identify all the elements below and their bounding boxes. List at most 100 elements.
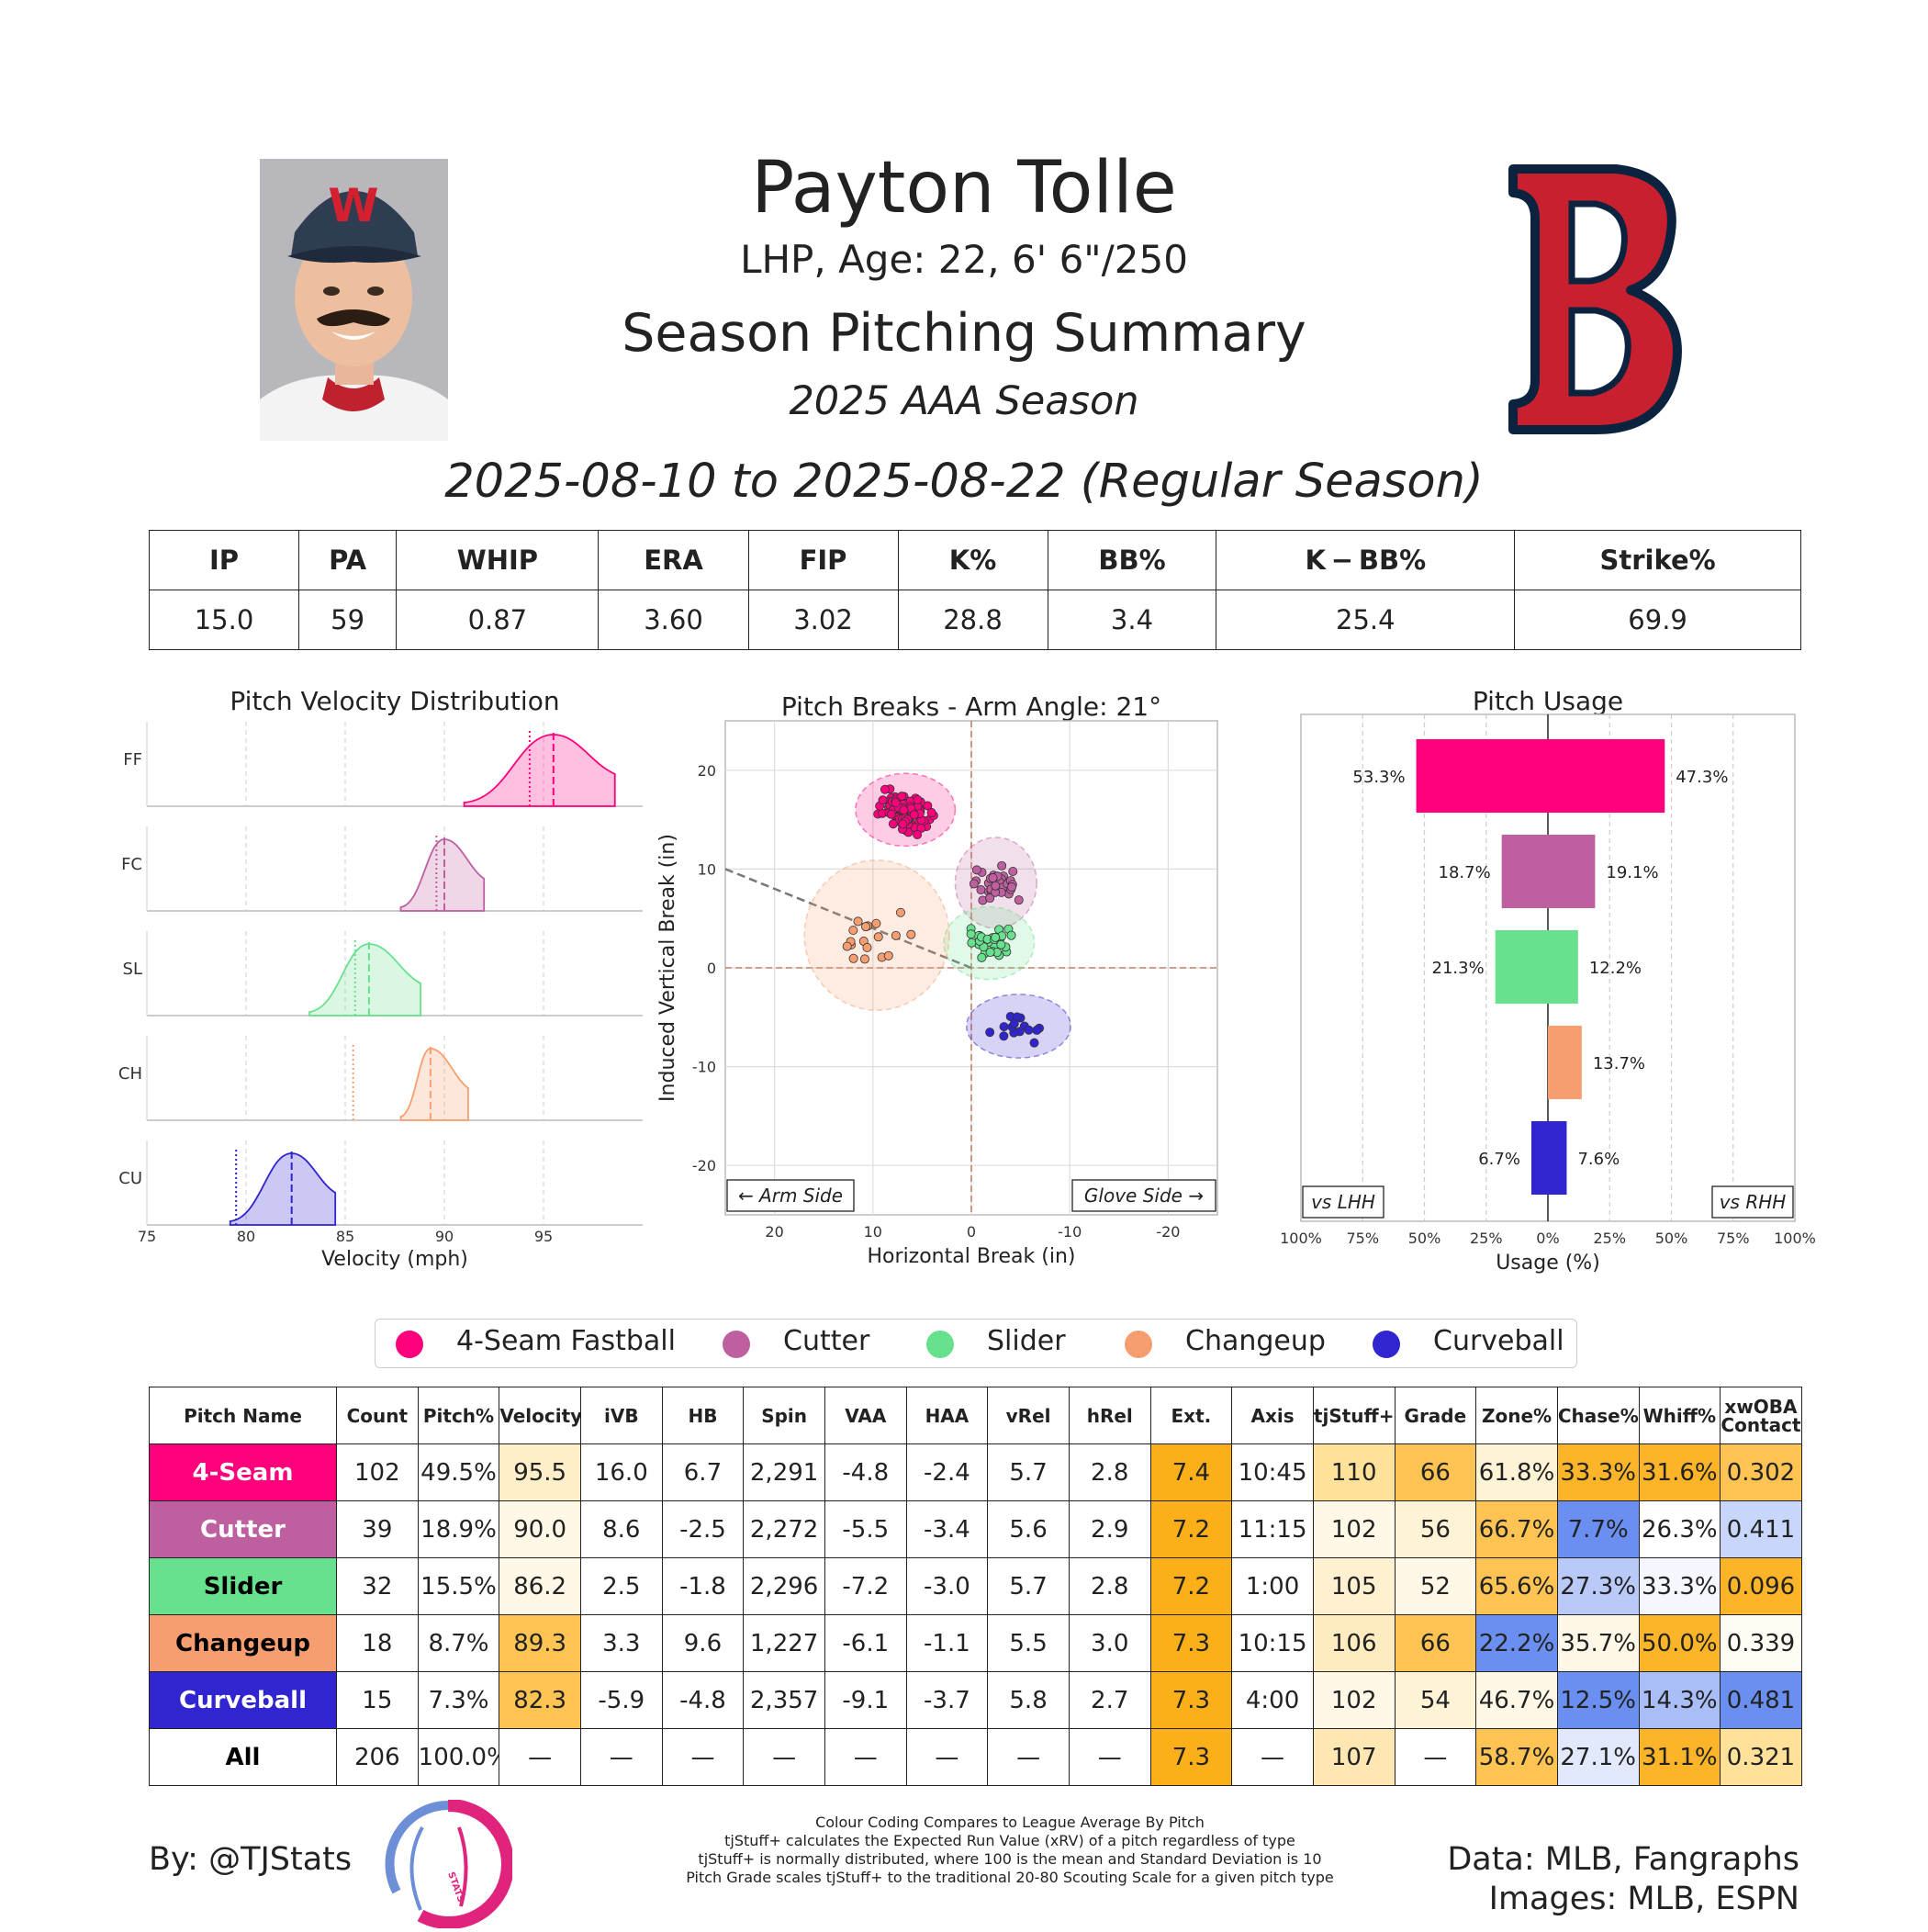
pitch-metric-cell: 33.3% — [1638, 1557, 1721, 1615]
stat-header: BB% — [1047, 530, 1217, 590]
breaks-chart-title: Pitch Breaks - Arm Angle: 21° — [781, 691, 1161, 722]
pitch-table-header: Grade — [1394, 1387, 1477, 1444]
breaks-ellipse-cu — [965, 994, 1071, 1059]
image-credit: Images: MLB, ESPN — [1488, 1881, 1799, 1917]
pitch-metric-cell: 27.3% — [1556, 1557, 1640, 1615]
footnote-line: Colour Coding Compares to League Average… — [815, 1814, 1205, 1831]
usage-bar-rhh-ch — [1548, 1026, 1582, 1099]
pitch-metric-cell: -1.1 — [905, 1614, 989, 1672]
breaks-point-sl — [996, 939, 1006, 949]
pitch-table-row: Changeup 18 8.7% 89.3 3.3 9.6 1,227 -6.1 -1.1 5.5… — [149, 1614, 1802, 1672]
pitch-metric-cell: 5.8 — [987, 1671, 1070, 1729]
logo-text: STATS — [445, 1870, 465, 1904]
pitch-name-cell: Curveball — [149, 1671, 337, 1729]
pitch-metric-cell: 32 — [336, 1557, 419, 1615]
pitch-metric-cell: 0.321 — [1720, 1728, 1802, 1786]
usage-bar-lhh-fc — [1501, 835, 1548, 908]
pitch-metric-cell: 27.1% — [1556, 1728, 1640, 1786]
ridge-label: CH — [118, 1064, 142, 1084]
pitch-metric-cell: 54 — [1394, 1671, 1477, 1729]
breaks-point-ch — [861, 922, 871, 932]
pitch-metric-cell: 5.7 — [987, 1557, 1070, 1615]
date-range: 2025-08-10 to 2025-08-22 (Regular Season… — [444, 455, 1484, 509]
usage-x-tick: 100% — [1280, 1230, 1322, 1247]
pitch-metric-cell: 66 — [1394, 1443, 1477, 1501]
velocity-chart-title: Pitch Velocity Distribution — [230, 686, 559, 716]
legend-label-cu: Curveball — [1433, 1325, 1564, 1357]
pitch-metric-cell: -1.8 — [661, 1557, 745, 1615]
pitch-legend: 4-Seam Fastball Cutter Slider Changeup C… — [375, 1319, 1577, 1368]
pitch-metric-cell: -7.2 — [824, 1557, 907, 1615]
breaks-point-fc — [969, 879, 979, 889]
pitch-metric-cell: 61.8% — [1475, 1443, 1558, 1501]
stat-header: K% — [897, 530, 1048, 590]
season-label: 2025 AAA Season — [789, 378, 1139, 424]
breaks-point-fc — [1008, 866, 1018, 876]
usage-x-label: Usage (%) — [1496, 1252, 1600, 1275]
pitch-metric-cell: 7.7% — [1556, 1500, 1640, 1558]
ridge-label: FC — [121, 855, 142, 874]
pitch-metric-cell: 0.481 — [1720, 1671, 1802, 1729]
pitch-metric-cell: -5.9 — [579, 1671, 663, 1729]
pitch-metric-cell: 56 — [1394, 1500, 1477, 1558]
breaks-point-ff — [891, 798, 901, 808]
stat-value: 3.60 — [598, 590, 749, 650]
breaks-y-tick: 10 — [698, 860, 716, 878]
label-box — [1711, 1185, 1794, 1219]
pitch-metric-cell: 31.6% — [1638, 1443, 1721, 1501]
pitch-metric-cell: 7.3 — [1149, 1614, 1233, 1672]
usage-x-tick: 50% — [1655, 1230, 1688, 1247]
legend-label-sl: Slider — [987, 1325, 1066, 1357]
pitch-metric-cell: 102 — [1312, 1500, 1396, 1558]
breaks-y-tick: -10 — [692, 1059, 716, 1076]
vs-rhh-label: vs RHH — [1711, 1185, 1794, 1219]
breaks-point-sl — [991, 932, 1001, 942]
annotation-text: ← Arm Side — [738, 1185, 843, 1207]
pitch-metric-cell: 52 — [1394, 1557, 1477, 1615]
breaks-point-cu — [1032, 1025, 1042, 1035]
breaks-point-ch — [853, 916, 863, 927]
breaks-point-ff — [888, 819, 898, 829]
glove-side-annotation: Glove Side → — [1071, 1179, 1216, 1212]
stat-header: IP — [149, 530, 299, 590]
pitch-metric-cell: 4:00 — [1231, 1671, 1314, 1729]
stat-header: PA — [297, 530, 398, 590]
annotation-box — [726, 1179, 855, 1212]
player-name: Payton Tolle — [751, 147, 1177, 230]
pitch-metric-cell: 15 — [336, 1671, 419, 1729]
pitch-table-header: Count — [336, 1387, 419, 1444]
usage-x-tick: 25% — [1470, 1230, 1503, 1247]
pitch-table-header: Ext. — [1149, 1387, 1233, 1444]
pitch-metric-cell: 5.5 — [987, 1614, 1070, 1672]
pitch-metric-cell: 39 — [336, 1500, 419, 1558]
usage-bar-rhh-sl — [1548, 930, 1578, 1004]
stat-header: K − BB% — [1216, 530, 1516, 590]
player-headshot: W — [260, 159, 448, 441]
pitch-table-header: Pitch Name — [149, 1387, 337, 1444]
stat-value: 3.4 — [1047, 590, 1217, 650]
stat-value: 25.4 — [1216, 590, 1516, 650]
pitch-metric-cell: 22.2% — [1475, 1614, 1558, 1672]
pitch-metric-cell: 102 — [1312, 1671, 1396, 1729]
summary-title: Season Pitching Summary — [622, 303, 1306, 364]
velocity-tick-label: 85 — [336, 1228, 354, 1245]
breaks-point-ch — [862, 942, 872, 952]
arm-side-annotation: ← Arm Side — [726, 1179, 855, 1212]
breaks-point-ch — [873, 932, 883, 942]
legend-label-ch: Changeup — [1185, 1325, 1326, 1357]
pitch-metric-cell: -5.5 — [824, 1500, 907, 1558]
breaks-point-sl — [967, 938, 977, 948]
breaks-point-ch — [848, 953, 858, 963]
pitch-metric-cell: 7.2 — [1149, 1500, 1233, 1558]
pitch-metric-cell: 66.7% — [1475, 1500, 1558, 1558]
pitch-metric-cell: — — [1394, 1728, 1477, 1786]
breaks-x-tick: -20 — [1156, 1223, 1180, 1241]
usage-x-tick: 0% — [1536, 1230, 1559, 1247]
pitch-metric-cell: 2.7 — [1068, 1671, 1151, 1729]
breaks-point-ff — [886, 809, 896, 819]
pitch-metric-cell: 2.5 — [579, 1557, 663, 1615]
pitch-metric-cell: 105 — [1312, 1557, 1396, 1615]
breaks-point-fc — [1014, 895, 1024, 905]
pitch-metric-cell: 102 — [336, 1443, 419, 1501]
usage-x-tick: 75% — [1717, 1230, 1750, 1247]
